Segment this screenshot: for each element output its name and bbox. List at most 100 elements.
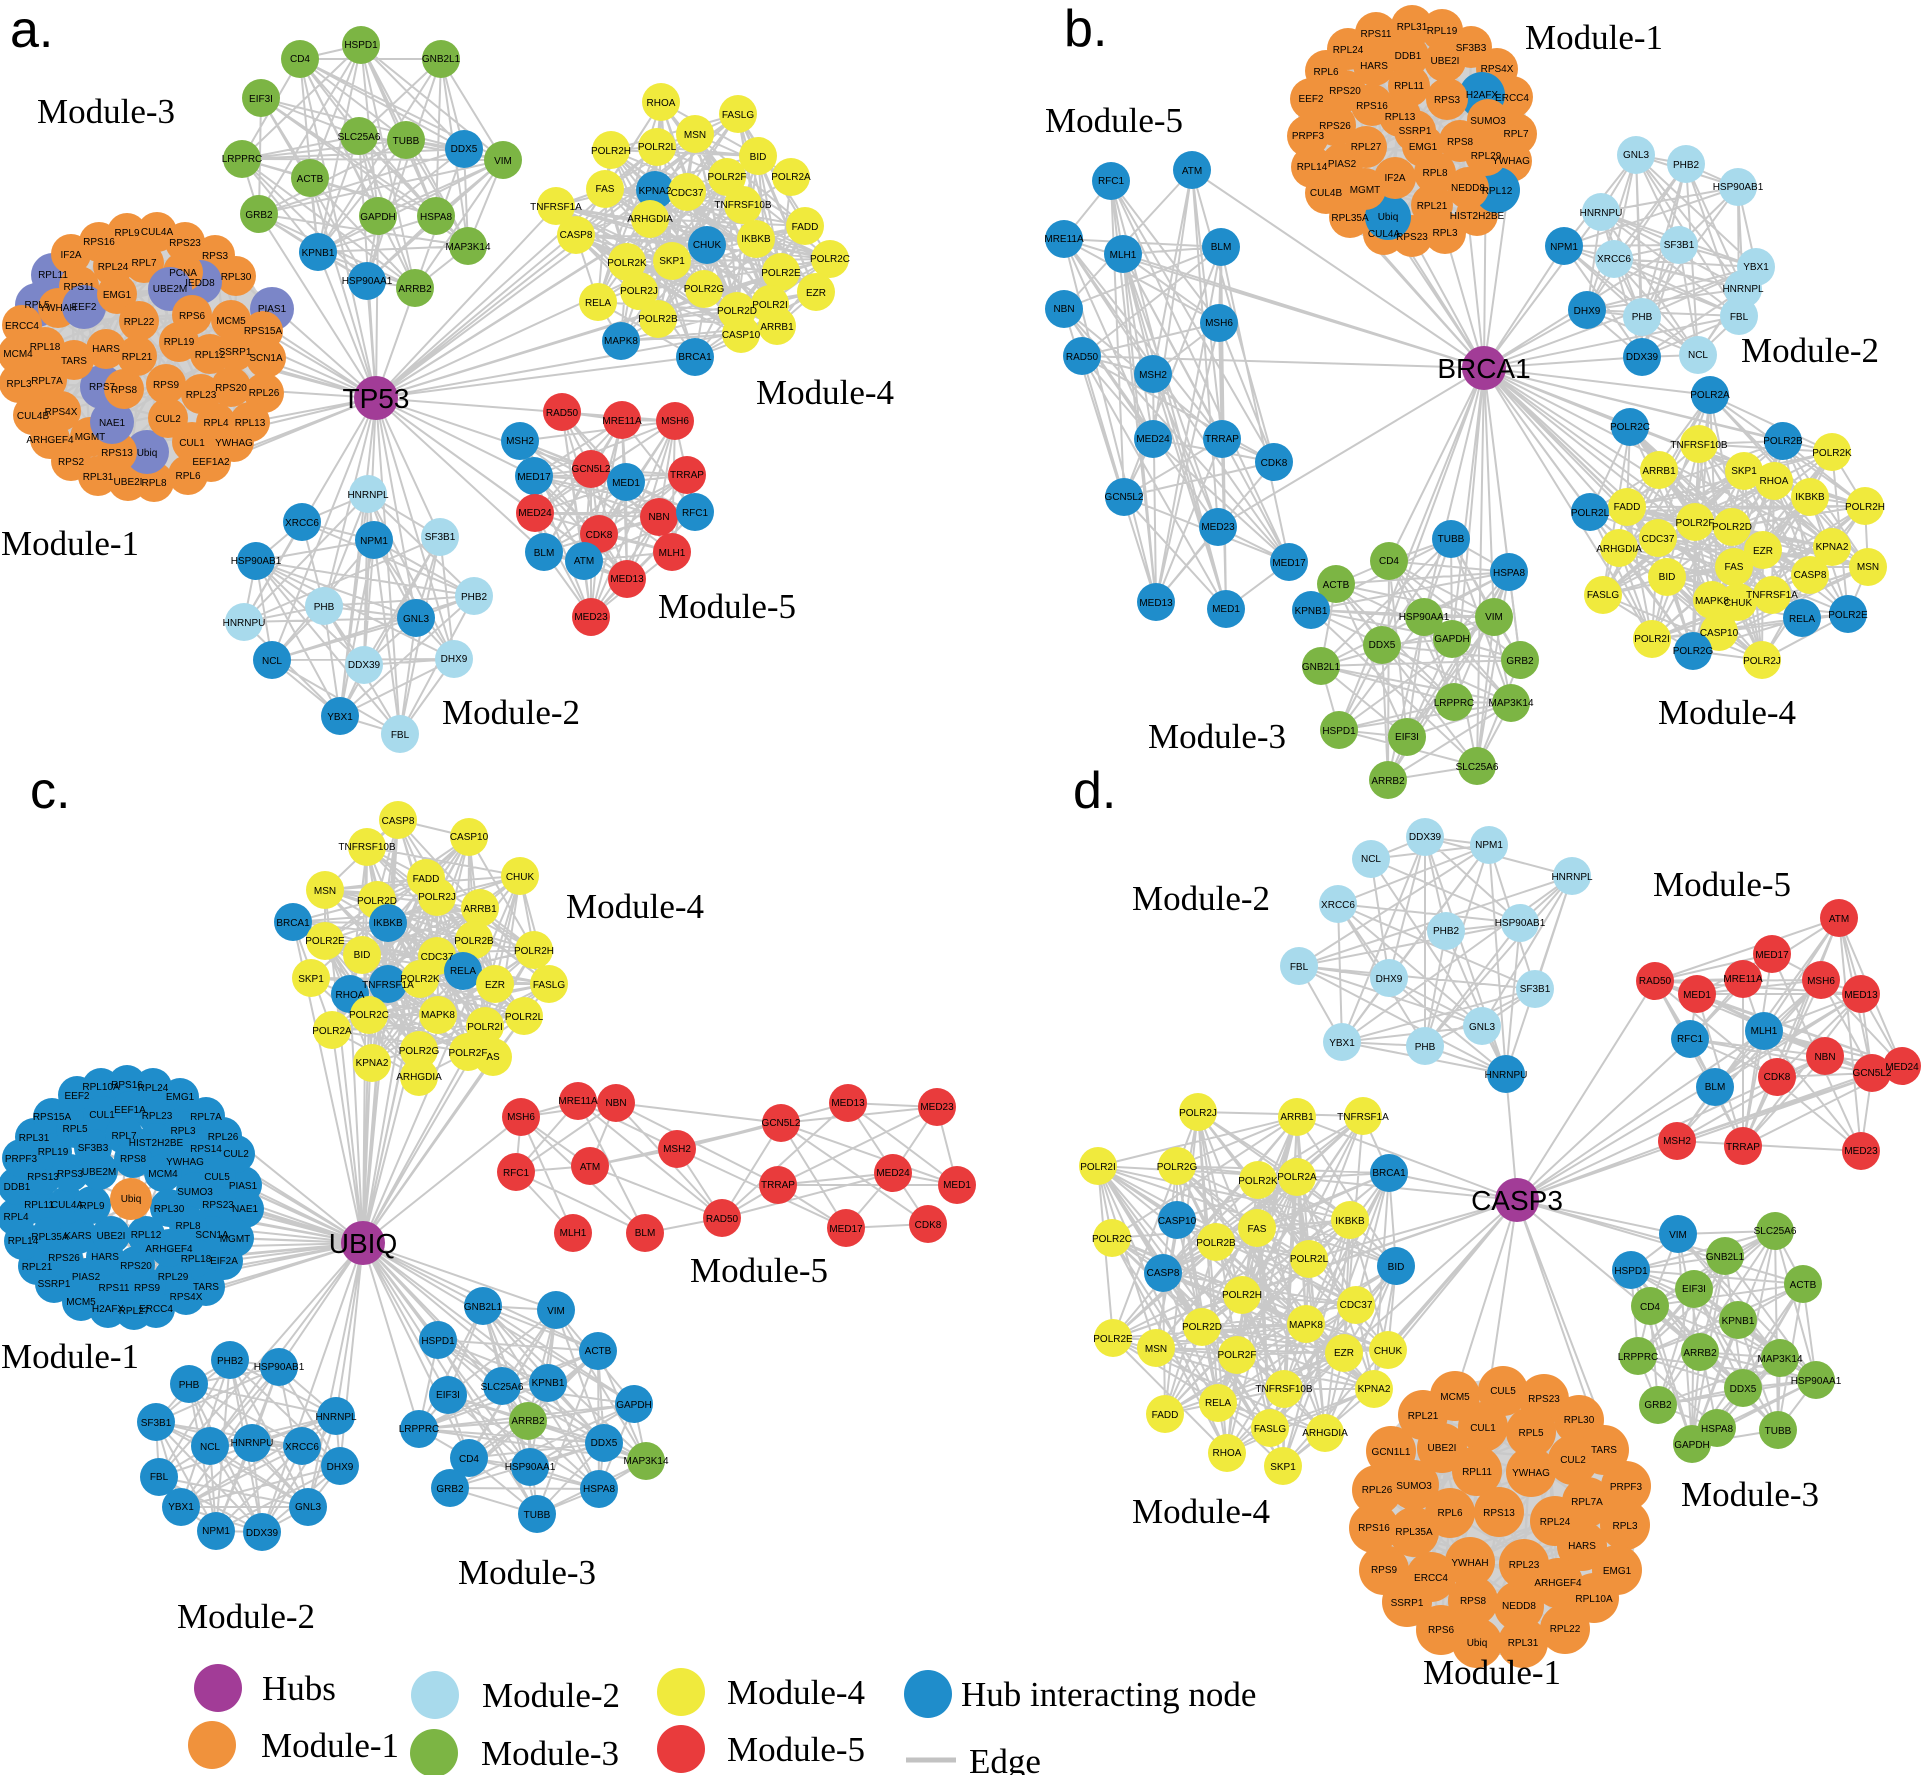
svg-text:Module-2: Module-2 [482,1676,620,1715]
svg-text:SF3B1: SF3B1 [1664,240,1695,251]
svg-text:MRE11A: MRE11A [602,416,642,427]
svg-text:UBE2M: UBE2M [82,1167,116,1178]
svg-text:DDX39: DDX39 [1409,832,1442,843]
svg-text:TARS: TARS [61,356,87,367]
svg-text:MSH2: MSH2 [1139,370,1167,381]
svg-text:RPS23: RPS23 [1528,1394,1560,1405]
svg-text:YWHAH: YWHAH [39,303,76,314]
svg-text:CUL5: CUL5 [1490,1386,1516,1397]
svg-text:UBE2I: UBE2I [114,477,143,488]
svg-text:Module-1: Module-1 [1525,18,1663,57]
svg-text:RPL7: RPL7 [131,258,156,269]
svg-text:EEF2: EEF2 [71,302,96,313]
svg-text:TARS: TARS [1591,1445,1617,1456]
svg-text:CASP8: CASP8 [1147,1268,1180,1279]
svg-text:CASP10: CASP10 [1700,628,1739,639]
svg-text:Module-5: Module-5 [727,1730,865,1769]
svg-text:MED17: MED17 [829,1224,863,1235]
svg-text:POLR2G: POLR2G [399,1046,440,1057]
svg-text:RHOA: RHOA [647,98,676,109]
svg-text:Module-4: Module-4 [566,887,704,926]
svg-text:RPL26: RPL26 [249,388,280,399]
svg-text:BRCA1: BRCA1 [1437,353,1530,384]
svg-text:HNRNPU: HNRNPU [1485,1070,1528,1081]
svg-text:POLR2L: POLR2L [505,1012,544,1023]
svg-text:RPS8: RPS8 [1460,1596,1487,1607]
svg-text:RPL23: RPL23 [1509,1560,1540,1571]
svg-text:POLR2I: POLR2I [752,300,788,311]
svg-text:PHB2: PHB2 [217,1356,244,1367]
svg-text:MSH6: MSH6 [1807,976,1835,987]
svg-text:HARS: HARS [91,1252,119,1263]
svg-text:MSN: MSN [1857,562,1879,573]
svg-text:LRPPRC: LRPPRC [1434,698,1475,709]
svg-text:MLH1: MLH1 [560,1228,587,1239]
svg-text:RFC1: RFC1 [1677,1034,1704,1045]
svg-text:RPL21: RPL21 [122,352,153,363]
svg-text:POLR2I: POLR2I [1080,1162,1116,1173]
svg-text:TNFRSF10B: TNFRSF10B [714,200,772,211]
svg-text:HNRNPU: HNRNPU [1580,208,1623,219]
svg-text:RPL6: RPL6 [175,471,200,482]
svg-text:CUL4B: CUL4B [1310,188,1343,199]
svg-text:CUL1: CUL1 [1470,1423,1496,1434]
svg-text:Module-3: Module-3 [481,1734,619,1773]
svg-text:RPL7A: RPL7A [190,1112,222,1123]
svg-text:RPL27: RPL27 [1351,142,1382,153]
svg-text:DHX9: DHX9 [1574,306,1601,317]
svg-text:IEDD8: IEDD8 [185,278,215,289]
svg-text:MED23: MED23 [920,1102,954,1113]
svg-text:MSH6: MSH6 [1205,318,1233,329]
svg-text:POLR2C: POLR2C [810,254,850,265]
svg-text:YBX1: YBX1 [168,1502,194,1513]
svg-text:NPM1: NPM1 [1550,242,1578,253]
svg-text:RPL10A: RPL10A [1575,1594,1613,1605]
svg-text:SUMO3: SUMO3 [177,1187,213,1198]
svg-text:EZR: EZR [1334,1348,1354,1359]
svg-text:MAPK8: MAPK8 [604,336,638,347]
svg-text:RPS11: RPS11 [64,282,95,293]
svg-text:RPL6: RPL6 [1437,1508,1462,1519]
svg-text:Module-3: Module-3 [37,92,175,131]
svg-text:IKBKB: IKBKB [373,918,403,929]
svg-text:CUL2: CUL2 [1560,1455,1586,1466]
svg-text:RPS3: RPS3 [1434,95,1461,106]
svg-text:RPL7: RPL7 [1503,129,1528,140]
svg-text:RPS8: RPS8 [1447,137,1474,148]
svg-text:Module-1: Module-1 [261,1726,399,1765]
svg-text:SF3B3: SF3B3 [1456,43,1487,54]
svg-text:ARRB2: ARRB2 [398,284,432,295]
svg-text:EMG1: EMG1 [1409,142,1438,153]
svg-text:PRPF3: PRPF3 [5,1154,38,1165]
svg-text:BID: BID [1388,1262,1405,1273]
svg-text:PIAS1: PIAS1 [258,304,287,315]
svg-text:HARS: HARS [92,344,120,355]
svg-text:ERCC4: ERCC4 [1495,93,1529,104]
svg-text:ARRB2: ARRB2 [1683,1348,1717,1359]
svg-text:CDC37: CDC37 [1340,1300,1373,1311]
svg-text:RPL13: RPL13 [235,418,266,429]
svg-text:RPL19: RPL19 [1427,26,1458,37]
svg-text:RPL11: RPL11 [24,1200,54,1211]
svg-text:POLR2E: POLR2E [1828,610,1868,621]
svg-text:GCN5L2: GCN5L2 [1105,492,1144,503]
svg-text:EZR: EZR [485,980,505,991]
svg-text:RAD50: RAD50 [1639,976,1672,987]
svg-text:PHB: PHB [1415,1042,1436,1053]
svg-text:RPS15A: RPS15A [33,1112,72,1123]
svg-text:CHUK: CHUK [506,872,535,883]
svg-text:POLR2H: POLR2H [1222,1290,1262,1301]
svg-text:SLC25A6: SLC25A6 [1456,762,1499,773]
svg-text:MED17: MED17 [1755,950,1789,961]
svg-text:PIAS2: PIAS2 [72,1272,101,1283]
svg-text:CDK8: CDK8 [915,1220,942,1231]
svg-text:POLR2C: POLR2C [349,1010,389,1021]
svg-text:NCL: NCL [200,1442,220,1453]
svg-text:NBN: NBN [605,1098,626,1109]
svg-text:NEDD8: NEDD8 [1502,1601,1536,1612]
svg-text:MED24: MED24 [518,508,552,519]
svg-text:TRRAP: TRRAP [1205,434,1239,445]
svg-text:RPS6: RPS6 [1428,1625,1455,1636]
svg-text:FBL: FBL [391,730,410,741]
svg-text:b.: b. [1064,0,1107,58]
